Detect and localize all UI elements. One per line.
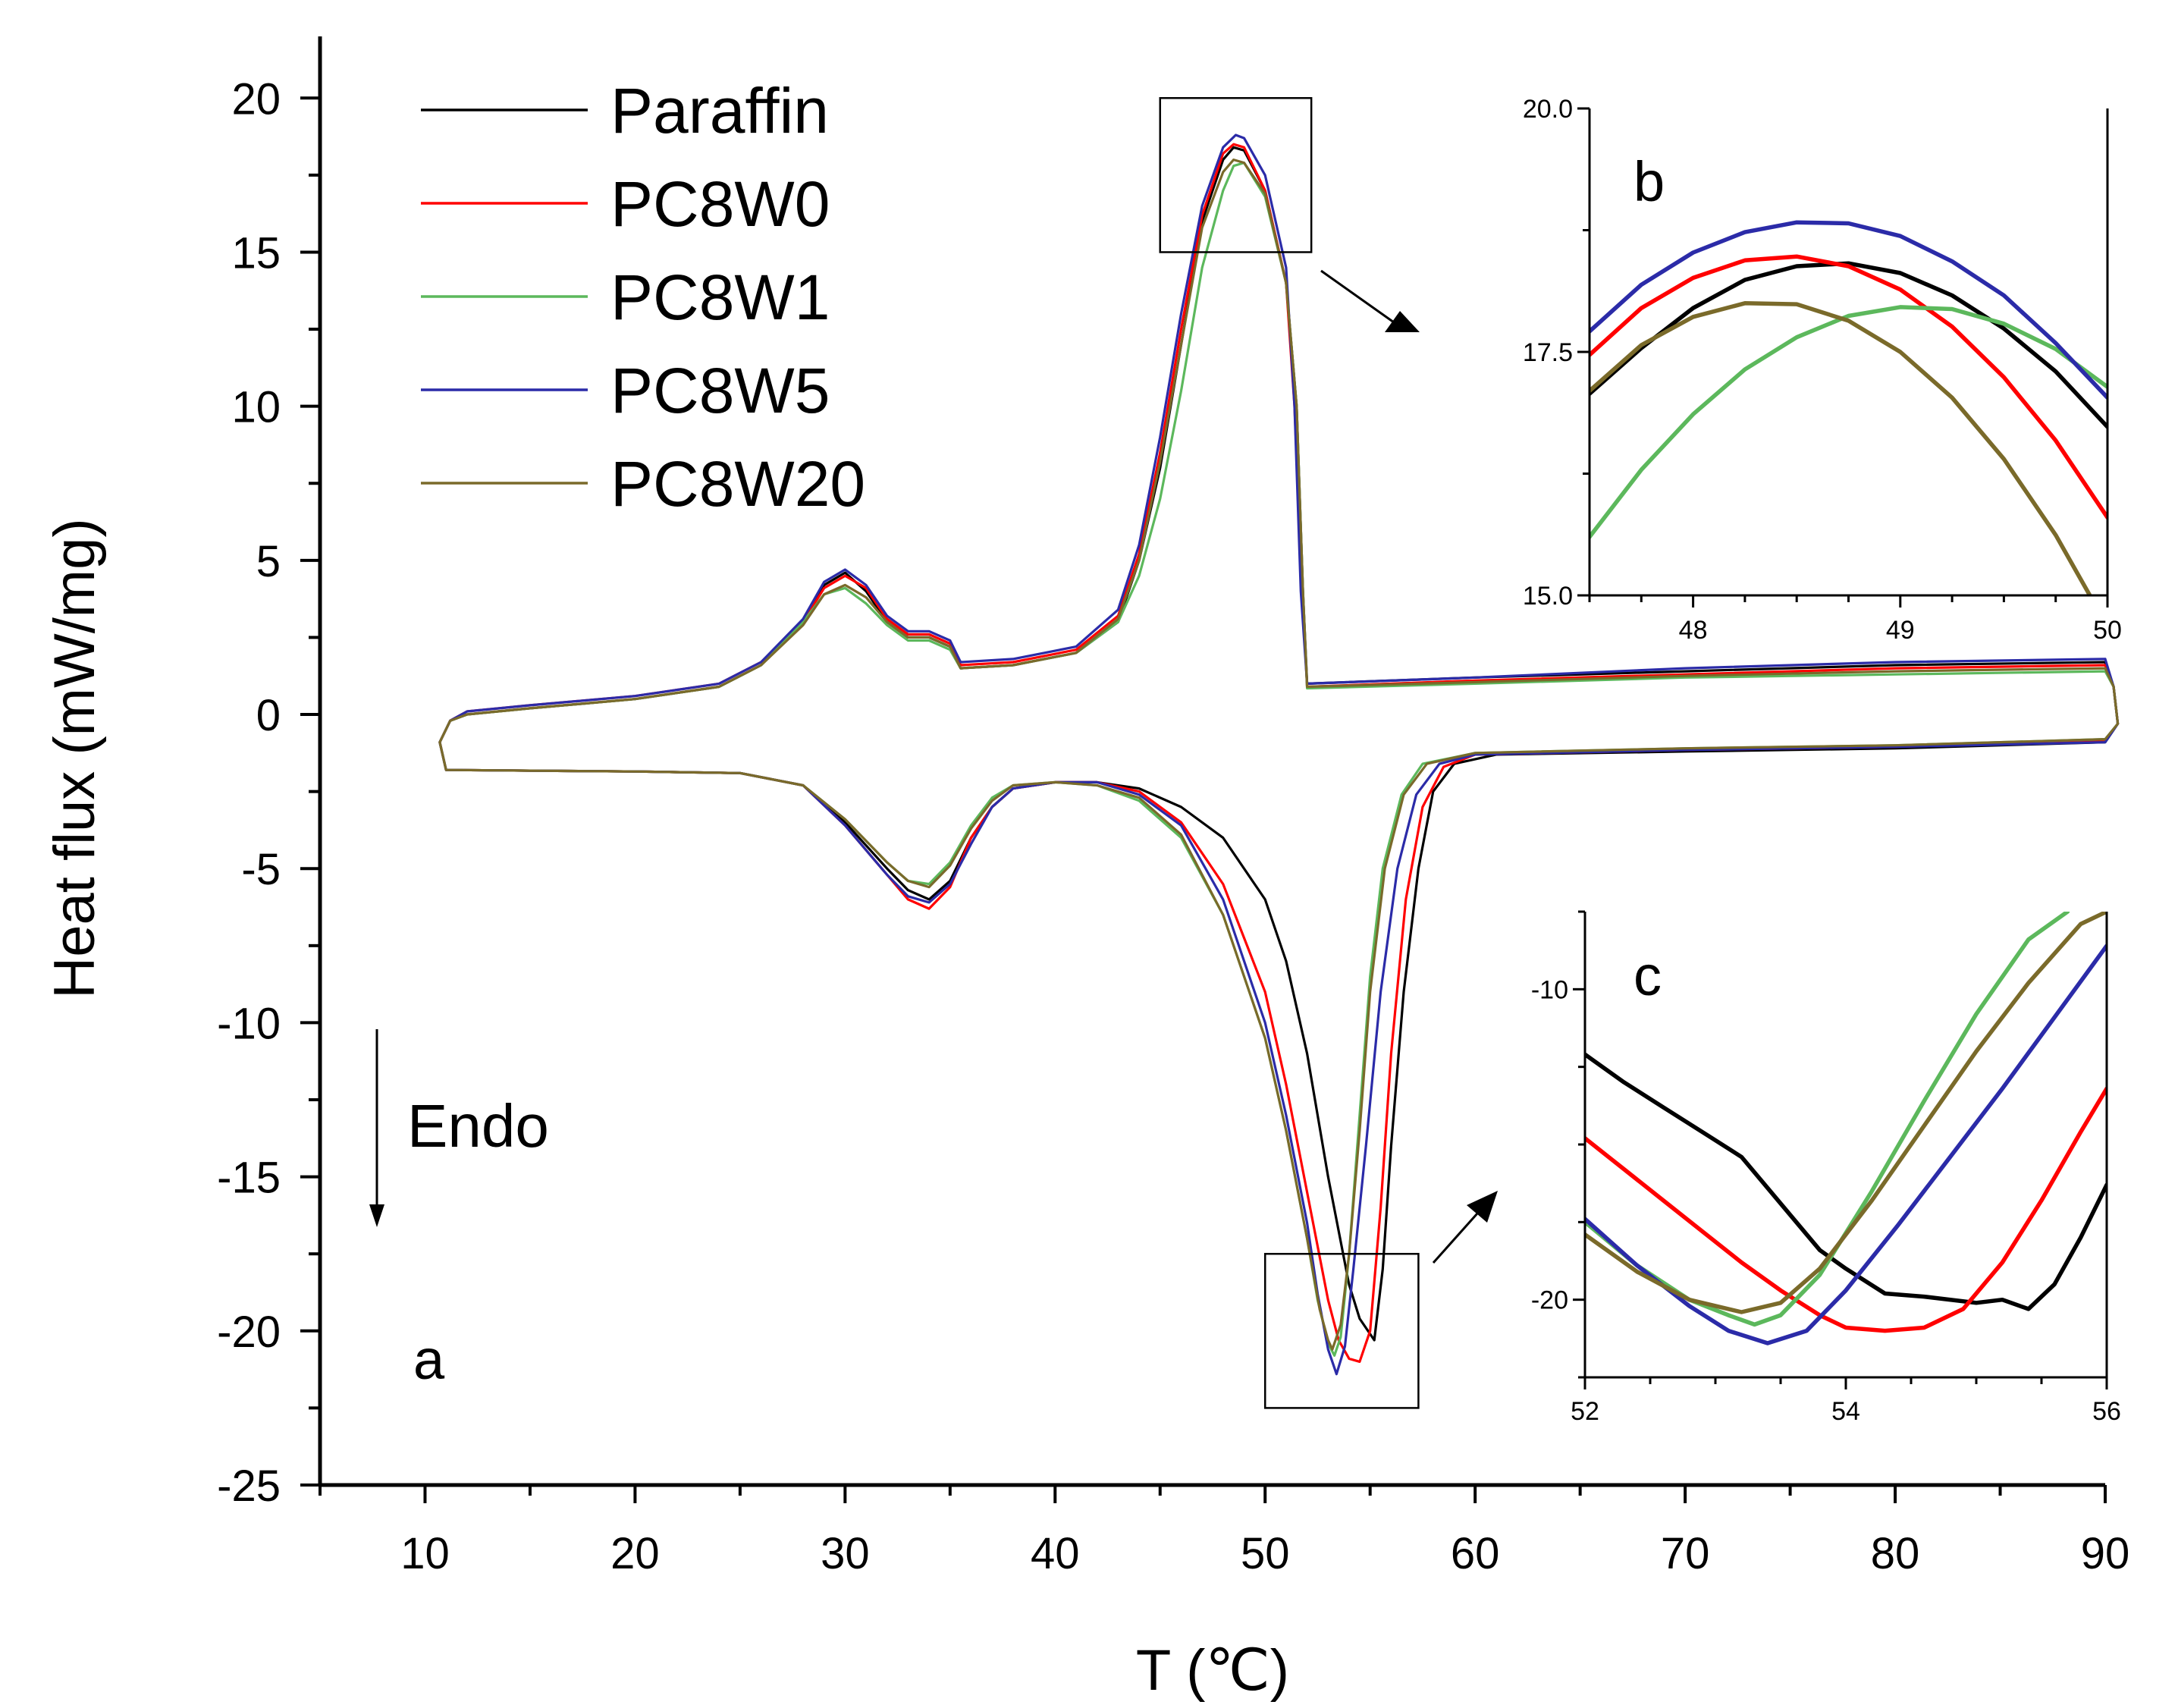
legend-label: PC8W20: [610, 448, 865, 520]
inset-b-x-tick-label: 49: [1886, 616, 1915, 645]
inset-c-y-tick-label: -10: [1531, 975, 1568, 1004]
zoom-box-c: [1263, 1252, 1420, 1409]
x-tick-label: 80: [1871, 1529, 1920, 1578]
series-line-pc8w20: [438, 159, 2120, 1351]
panel-label-a: a: [413, 1328, 445, 1391]
inset-c-line-pc8w5: [1585, 943, 2107, 1345]
x-tick-label: 60: [1451, 1529, 1500, 1578]
y-tick-label: 10: [231, 383, 281, 432]
x-tick-label: 20: [610, 1529, 660, 1578]
inset-c: 52 54 56 -10 -20 c: [1531, 910, 2121, 1426]
y-tick-label: -15: [217, 1154, 281, 1203]
inset-c-x-tick-label: 52: [1571, 1397, 1599, 1426]
main-y-ticks: -25 -20 -15 -10 -5 0 5 10 15 20: [217, 74, 320, 1511]
inset-b-line-pc8w1: [1590, 305, 2107, 539]
inset-c-y-tick-label: -20: [1531, 1286, 1568, 1315]
zoom-arrow-b: [1320, 269, 1420, 332]
legend-item-pc8w20: PC8W20: [421, 448, 865, 520]
main-plot-series: [438, 133, 2120, 1376]
y-tick-label: 0: [256, 691, 281, 740]
zoom-arrow-b-shaft: [1320, 269, 1395, 324]
y-tick-label: 5: [256, 537, 281, 586]
x-tick-label: 30: [821, 1529, 870, 1578]
endo-label: Endo: [407, 1092, 549, 1160]
inset-b-y-tick-label: 15.0: [1523, 582, 1573, 611]
inset-b-x-ticks: 48 49 50: [1588, 595, 2122, 645]
legend-label: PC8W0: [610, 168, 830, 240]
inset-c-line-paraffin: [1585, 1052, 2107, 1311]
legend-item-pc8w1: PC8W1: [421, 262, 830, 333]
inset-b-y-tick-label: 17.5: [1523, 338, 1573, 367]
zoom-arrow-c: [1432, 1191, 1498, 1264]
y-tick-label: -10: [217, 999, 281, 1048]
main-plot: 10 20 30 40 50 60 70 80 90 -25 -20 -15 -10 -5 0 5 10 15 2…: [42, 36, 2129, 1703]
y-tick-label: 15: [231, 228, 281, 278]
x-tick-label: 90: [2081, 1529, 2130, 1578]
legend-item-paraffin: Paraffin: [421, 75, 829, 146]
inset-b-x-tick-label: 50: [2093, 616, 2122, 645]
y-tick-label: -25: [217, 1462, 281, 1511]
zoom-arrow-c-shaft: [1432, 1213, 1479, 1264]
inset-c-series: [1585, 912, 2107, 1345]
legend-label: Paraffin: [610, 75, 829, 146]
inset-c-y-ticks: -10 -20: [1531, 910, 1585, 1379]
legend-item-pc8w5: PC8W5: [421, 355, 830, 426]
inset-b-y-tick-label: 20.0: [1523, 95, 1573, 124]
legend: Paraffin PC8W0 PC8W1 PC8W5 PC8W20: [421, 75, 865, 520]
inset-b-y-ticks: 15.0 17.5 20.0: [1523, 95, 1590, 611]
y-tick-label: 20: [231, 74, 281, 124]
inset-b: 48 49 50 15.0 17.5 20.0 b: [1523, 95, 2122, 645]
x-tick-label: 70: [1661, 1529, 1710, 1578]
inset-b-line-pc8w5: [1590, 220, 2107, 400]
y-axis-title: Heat flux (mW/mg): [42, 518, 107, 998]
inset-c-line-pc8w0: [1585, 1086, 2107, 1333]
endo-annotation: Endo: [369, 1029, 549, 1227]
inset-b-x-tick-label: 48: [1679, 616, 1708, 645]
x-tick-label: 50: [1241, 1529, 1290, 1578]
inset-c-x-tick-label: 54: [1831, 1397, 1860, 1426]
inset-b-line-pc8w0: [1590, 254, 2107, 520]
x-axis-title: T (℃): [1136, 1638, 1289, 1703]
main-x-ticks: 10 20 30 40 50 60 70 80 90: [319, 1485, 2130, 1578]
inset-b-line-pc8w20: [1590, 301, 2092, 595]
x-tick-label: 10: [400, 1529, 450, 1578]
inset-c-x-ticks: 52 54 56: [1571, 1377, 2121, 1426]
zoom-arrow-c-head: [1467, 1191, 1498, 1223]
panel-label-b: b: [1634, 150, 1665, 213]
inset-b-line-paraffin: [1590, 261, 2107, 429]
panel-label-c: c: [1634, 944, 1662, 1007]
legend-item-pc8w0: PC8W0: [421, 168, 830, 240]
x-tick-label: 40: [1031, 1529, 1080, 1578]
inset-b-series: [1590, 220, 2107, 595]
inset-c-line-pc8w20: [1585, 912, 2107, 1314]
zoom-box-b: [1159, 97, 1313, 253]
endo-arrow-head: [369, 1204, 384, 1227]
legend-label: PC8W1: [610, 262, 830, 333]
zoom-arrow-b-head: [1385, 311, 1420, 332]
legend-label: PC8W5: [610, 355, 830, 426]
y-tick-label: -20: [217, 1308, 281, 1357]
y-tick-label: -5: [241, 845, 281, 894]
inset-c-x-tick-label: 56: [2092, 1397, 2121, 1426]
